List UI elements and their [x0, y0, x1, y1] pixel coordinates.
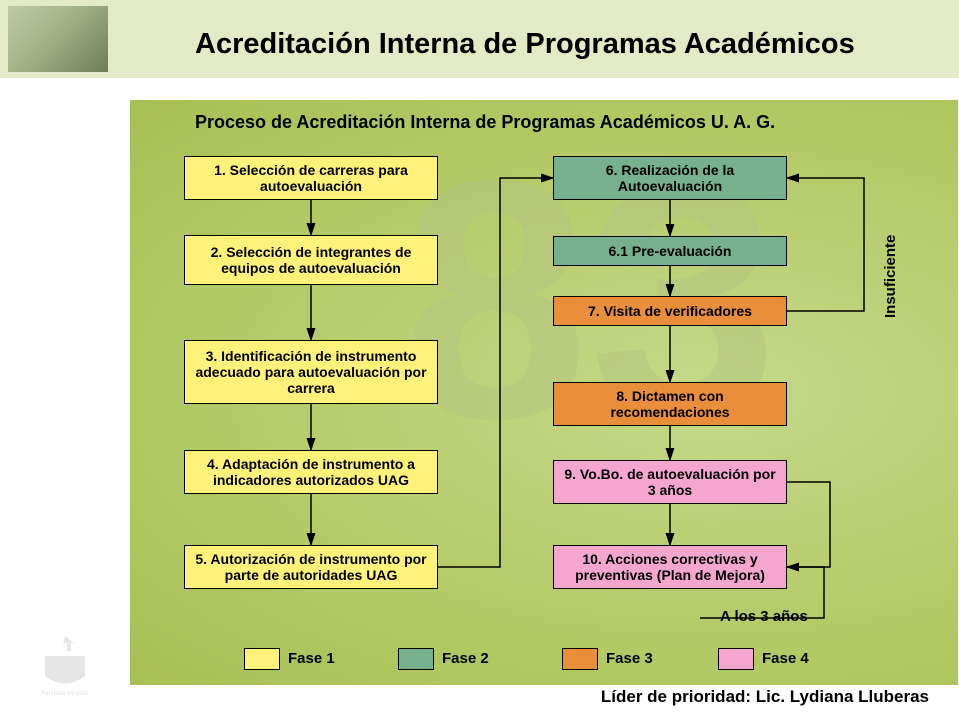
step-1-box: 1. Selección de carreras para autoevalua…	[184, 156, 438, 200]
step-8-text: 8. Dictamen con recomendaciones	[560, 388, 780, 420]
step-6-1-box: 6.1 Pre-evaluación	[553, 236, 787, 266]
step-6-1-text: 6.1 Pre-evaluación	[609, 243, 732, 259]
step-5-text: 5. Autorización de instrumento por parte…	[191, 551, 431, 583]
step-6-box: 6. Realización de la Autoevaluación	[553, 156, 787, 200]
legend-label-fase1: Fase 1	[288, 650, 335, 667]
step-7-text: 7. Visita de verificadores	[588, 303, 752, 319]
university-crest-watermark: Fundada en 1935	[12, 619, 118, 709]
legend-swatch-fase4	[718, 648, 754, 670]
legend-swatch-fase2	[398, 648, 434, 670]
legend-label-fase2: Fase 2	[442, 650, 489, 667]
step-8-box: 8. Dictamen con recomendaciones	[553, 382, 787, 426]
step-2-text: 2. Selección de integrantes de equipos d…	[191, 244, 431, 276]
step-10-text: 10. Acciones correctivas y preventivas (…	[560, 551, 780, 583]
step-4-text: 4. Adaptación de instrumento a indicador…	[191, 456, 431, 488]
step-6-text: 6. Realización de la Autoevaluación	[560, 162, 780, 194]
step-1-text: 1. Selección de carreras para autoevalua…	[191, 162, 431, 194]
slide-subtitle: Proceso de Acreditación Interna de Progr…	[195, 112, 775, 133]
step-7-box: 7. Visita de verificadores	[553, 296, 787, 326]
header-photo-thumbnail	[8, 6, 108, 72]
step-9-text: 9. Vo.Bo. de autoevaluación por 3 años	[560, 466, 780, 498]
footer-leader: Líder de prioridad: Lic. Lydiana Llubera…	[601, 687, 929, 707]
legend-swatch-fase3	[562, 648, 598, 670]
step-10-box: 10. Acciones correctivas y preventivas (…	[553, 545, 787, 589]
step-4-box: 4. Adaptación de instrumento a indicador…	[184, 450, 438, 494]
step-9-box: 9. Vo.Bo. de autoevaluación por 3 años	[553, 460, 787, 504]
step-3-text: 3. Identificación de instrumento adecuad…	[191, 348, 431, 396]
step-2-box: 2. Selección de integrantes de equipos d…	[184, 235, 438, 285]
legend-swatch-fase1	[244, 648, 280, 670]
legend-label-fase3: Fase 3	[606, 650, 653, 667]
a-los-3-anos-label: A los 3 años	[720, 608, 808, 625]
legend-label-fase4: Fase 4	[762, 650, 809, 667]
insuficiente-label: Insuficiente	[882, 235, 899, 318]
step-3-box: 3. Identificación de instrumento adecuad…	[184, 340, 438, 404]
step-5-box: 5. Autorización de instrumento por parte…	[184, 545, 438, 589]
page-title: Acreditación Interna de Programas Académ…	[195, 28, 855, 61]
header-band: Acreditación Interna de Programas Académ…	[0, 0, 959, 78]
